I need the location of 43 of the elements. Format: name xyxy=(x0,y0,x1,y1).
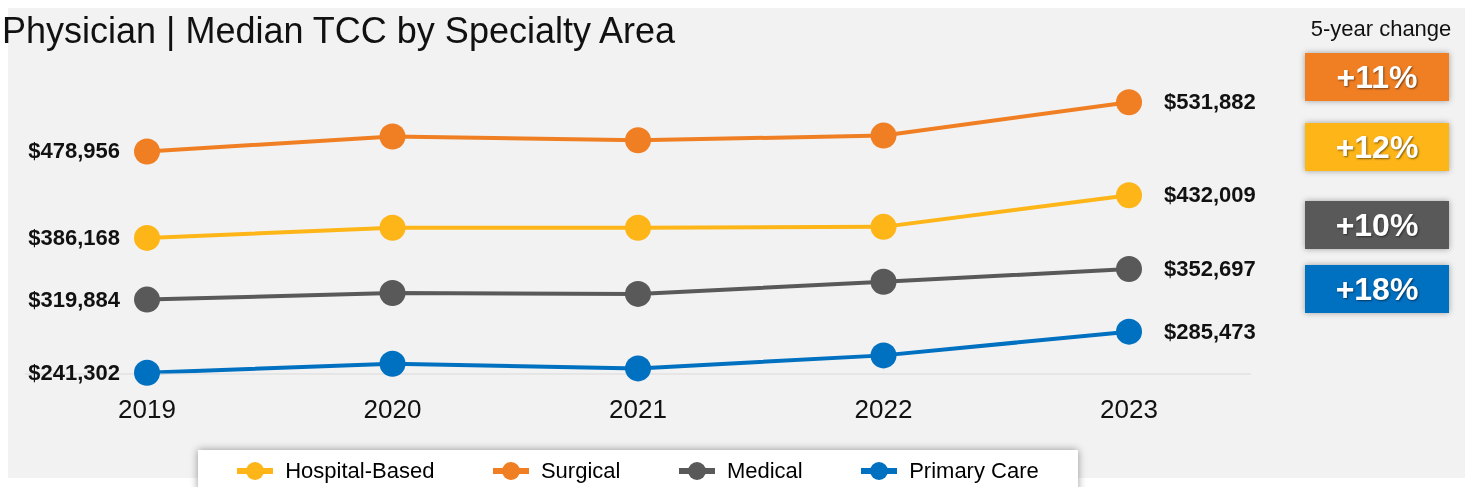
legend-label: Primary Care xyxy=(908,458,1039,484)
point xyxy=(379,350,406,377)
point xyxy=(870,122,897,149)
point xyxy=(134,359,160,386)
data-label: $285,473 xyxy=(1164,318,1256,344)
point xyxy=(134,138,160,165)
data-label: $432,009 xyxy=(1164,182,1256,208)
point xyxy=(1116,89,1142,116)
point xyxy=(870,213,897,240)
data-label: $319,884 xyxy=(28,286,121,312)
legend-label: Surgical xyxy=(539,458,621,484)
data-label: $531,882 xyxy=(1164,89,1256,115)
text: +11% xyxy=(1305,53,1449,101)
point xyxy=(625,127,651,154)
point xyxy=(379,279,406,306)
point xyxy=(1116,182,1142,209)
text: +10% xyxy=(1305,201,1449,249)
text: 5-year change xyxy=(1309,16,1453,42)
data-label: $352,697 xyxy=(1164,256,1256,282)
legend-label: Hospital-Based xyxy=(284,458,435,484)
point xyxy=(625,280,651,307)
data-label: $386,168 xyxy=(28,224,120,250)
point xyxy=(379,214,406,241)
x-tick-label: 2023 xyxy=(1100,394,1158,425)
text: +18% xyxy=(1305,265,1449,313)
point xyxy=(134,224,160,251)
x-tick-label: 2020 xyxy=(363,394,422,425)
data-label: $478,956 xyxy=(28,138,120,164)
x-tick-label: 2022 xyxy=(854,394,913,425)
x-tick-label: 2021 xyxy=(609,394,667,425)
point xyxy=(625,355,651,382)
point xyxy=(870,268,897,295)
legend-label: Medical xyxy=(725,458,803,484)
point xyxy=(870,342,897,369)
point xyxy=(134,286,160,313)
point xyxy=(1116,256,1142,283)
chart-title: Physician | Median TCC by Specialty Area xyxy=(2,10,675,52)
point xyxy=(379,123,406,150)
data-label: $241,302 xyxy=(28,359,120,385)
x-tick-label: 2019 xyxy=(118,394,176,425)
text: +12% xyxy=(1305,123,1449,171)
point xyxy=(625,214,651,241)
point xyxy=(1116,318,1142,345)
